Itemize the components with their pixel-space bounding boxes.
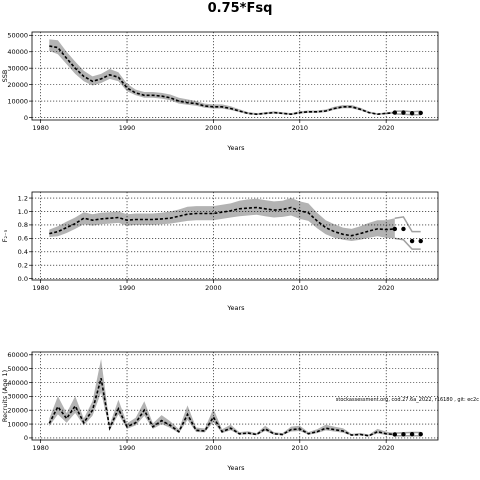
chart1-forecast-point [409,238,415,244]
chart1-forecast-point [401,226,406,232]
chart1-xtick-label: 2010 [292,284,309,292]
chart2-frame [31,351,439,441]
chart0-xlabel: Years [226,144,245,152]
chart1-ytick-label: 0.0 [18,275,28,283]
chart1-ytick-label: 0.2 [18,262,28,270]
chart0-ytick-label: 0 [24,114,28,122]
chart1-estimate-line [49,206,395,237]
chart0-forecast-point [418,110,423,116]
chart1-xtick-label: 2000 [205,284,222,292]
chart2-xtick-label: 1980 [32,444,49,452]
chart2-ytick-label: 40000 [7,379,28,387]
chart0-forecast-upper [394,110,421,113]
chart0-ytick-label: 40000 [7,48,28,56]
credit-note: stockassessment.org, cod.27.6a_2022, r16… [336,397,479,403]
chart1-frame [31,191,439,281]
fbar-panel: 0.0 0.2 0.4 0.6 0.8 1.0 1.2 1980 1990 2000 2010 202… [1,191,439,312]
chart1-ytick-label: 1.2 [18,194,28,202]
chart0-estimate-line [49,45,395,116]
chart0-ytick-label: 10000 [7,97,28,105]
chart0-xtick-label: 2000 [205,124,222,132]
chart1-xlabel: Years [226,304,245,312]
chart2-forecast-point [418,431,423,437]
chart1-forecast-point [418,238,423,244]
chart2-ytick-label: 10000 [7,420,28,428]
chart1-ytick-label: 0.4 [18,248,28,256]
chart2-xtick-label: 1990 [119,444,136,452]
chart1-forecast-point [392,226,398,232]
chart1-xtick-label: 2020 [378,284,395,292]
chart1-ci-band [49,198,395,241]
chart1-forecast-lower [394,237,421,250]
chart0-xtick-label: 1980 [32,124,49,132]
chart0-ytick-label: 50000 [7,32,28,40]
chart2-forecast-point [409,431,415,437]
chart0-ylabel: SSB [1,70,9,83]
chart2-xtick-label: 2000 [205,444,222,452]
chart0-forecast-lower [394,113,421,116]
chart2-ytick-label: 0 [24,434,28,442]
recruits-panel: 0 10000 20000 30000 40000 50000 60000 1980 1990 2… [1,351,439,472]
chart1-ylabel: F₂₋₅ [1,229,9,242]
chart1-forecast-upper [394,216,421,233]
chart2-estimate-line [48,378,395,437]
chart0-ytick-label: 20000 [7,81,28,89]
figure-title: 0.75*Fsq [208,1,273,16]
chart0-ytick-label: 30000 [7,64,28,72]
chart0-xtick-label: 2010 [292,124,309,132]
chart0-ci-band [49,39,395,116]
chart2-forecast-point [401,432,406,437]
chart0-xtick-label: 1990 [119,124,136,132]
chart1-xtick-label: 1980 [32,284,49,292]
chart2-ylabel: Recruits (Age 1) [1,370,9,422]
chart0-frame [31,31,439,121]
ssb-panel: 0 10000 20000 30000 40000 50000 1980 1990 2000 20… [1,31,439,152]
chart2-forecast-point [392,432,398,437]
chart2-xlabel: Years [226,464,245,472]
chart2-xtick-label: 2020 [378,444,395,452]
chart2-ytick-label: 20000 [7,407,28,415]
chart0-forecast-point [392,110,398,115]
chart1-xtick-label: 1990 [119,284,136,292]
chart2-ytick-label: 50000 [7,365,28,373]
chart0-forecast-point [409,111,415,116]
chart2-ytick-label: 30000 [7,393,28,401]
chart0-xtick-label: 2020 [378,124,395,132]
chart2-forecast-upper [394,431,421,434]
chart2-ytick-label: 60000 [7,351,28,359]
chart0-forecast-point [401,110,406,115]
chart1-ytick-label: 0.6 [18,235,28,243]
chart1-ytick-label: 1.0 [18,208,28,216]
chart1-ytick-label: 0.8 [18,221,28,229]
chart2-xtick-label: 2010 [292,444,309,452]
